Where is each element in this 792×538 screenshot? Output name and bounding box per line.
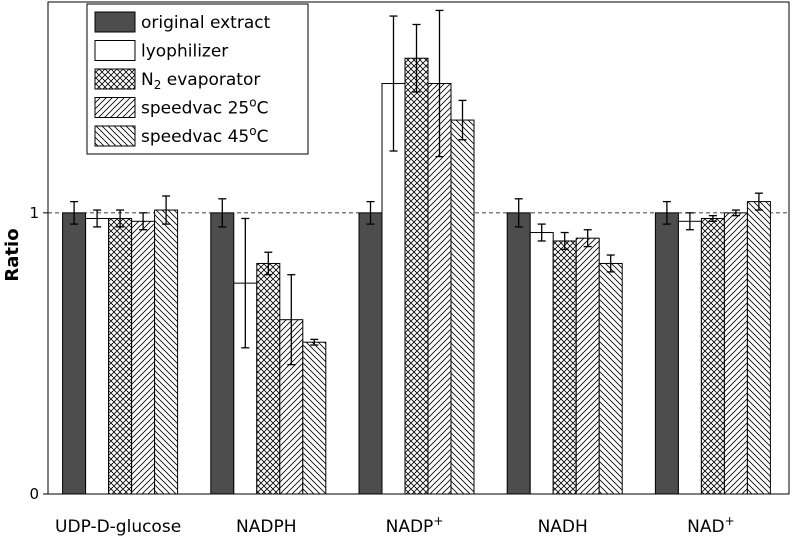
legend: original extract lyophilizer N2 evaporator… — [86, 3, 309, 155]
bar-4-4 — [746, 201, 771, 495]
bar-3-4 — [598, 262, 623, 495]
bar-1-2 — [256, 262, 281, 495]
legend-swatch-2 — [94, 68, 136, 90]
legend-label-3: speedvac 25oC — [141, 96, 268, 119]
x-tick-label-0: UDP-D-glucose — [55, 517, 181, 537]
bar-0-1 — [85, 217, 110, 495]
bar-3-2 — [552, 240, 577, 495]
bar-0-3 — [131, 220, 156, 495]
plot-area: 0 1 UDP-D-glucose NADPH NADP+ NADH NAD+ — [29, 1, 790, 537]
legend-swatch-3 — [94, 97, 136, 118]
bar-4-2 — [700, 217, 725, 495]
y-axis-title: Ratio — [2, 228, 23, 281]
bar-2-4 — [450, 119, 475, 495]
legend-swatch-0 — [94, 11, 136, 33]
bar-4-1 — [677, 220, 702, 495]
bar-4-0 — [654, 212, 679, 495]
bar-3-0 — [506, 212, 531, 495]
legend-label-4: speedvac 45oC — [141, 124, 268, 147]
bar-0-2 — [108, 217, 133, 495]
bar-2-2 — [404, 57, 429, 495]
x-tick-label-1: NADPH — [236, 517, 296, 537]
bar-1-0 — [210, 212, 235, 495]
legend-label-0: original extract — [141, 13, 271, 33]
x-tick-label-4: NAD+ — [687, 514, 735, 537]
bar-0-0 — [62, 212, 87, 495]
bar-0-4 — [154, 209, 179, 495]
legend-swatch-4 — [94, 125, 136, 147]
bar-3-1 — [529, 232, 554, 495]
x-tick-label-3: NADH — [538, 517, 588, 537]
bar-3-3 — [575, 237, 600, 495]
bar-4-3 — [723, 212, 748, 495]
x-tick-label-2: NADP+ — [386, 514, 444, 537]
y-tick-label-0: 0 — [29, 485, 39, 503]
legend-label-2: N2 evaporator — [141, 70, 260, 92]
legend-label-1: lyophilizer — [141, 42, 228, 62]
bar-1-4 — [302, 341, 327, 495]
y-tick-label-1: 1 — [29, 204, 39, 222]
bar-2-0 — [358, 212, 383, 495]
legend-swatch-1 — [94, 40, 136, 61]
